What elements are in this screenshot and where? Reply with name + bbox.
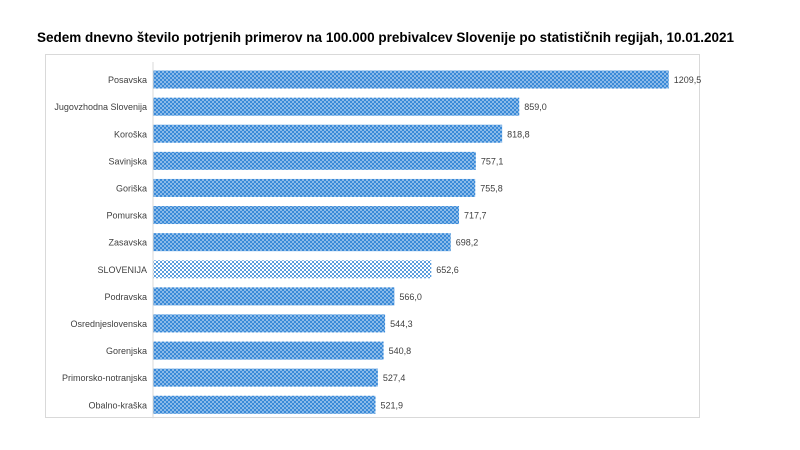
category-label: Gorenjska <box>106 346 147 356</box>
value-label: 698,2 <box>456 238 479 248</box>
bar <box>153 233 451 252</box>
category-label: Koroška <box>114 129 147 139</box>
value-label: 1209,5 <box>674 75 701 85</box>
bar <box>153 341 384 360</box>
category-label: Goriška <box>116 183 147 193</box>
value-label: 859,0 <box>524 102 547 112</box>
bar-highlight <box>153 260 432 279</box>
value-label: 755,8 <box>480 183 503 193</box>
chart-title: Sedem dnevno število potrjenih primerov … <box>37 30 735 45</box>
value-label: 652,6 <box>436 265 459 275</box>
value-label: 540,8 <box>389 346 412 356</box>
category-label: SLOVENIJA <box>97 265 147 275</box>
bar <box>153 124 503 143</box>
bar <box>153 206 460 225</box>
value-label: 818,8 <box>507 129 530 139</box>
bar <box>153 314 386 333</box>
bar <box>153 97 520 116</box>
bar <box>153 178 476 197</box>
category-label: Pomurska <box>106 211 147 221</box>
bar <box>153 395 376 414</box>
bar-chart: Posavska 1209,5 Jugovzhodna Slovenija 859,0… <box>54 62 701 419</box>
value-label: 566,0 <box>399 292 422 302</box>
value-label: 521,9 <box>381 400 404 410</box>
value-label: 757,1 <box>481 156 504 166</box>
bar <box>153 368 378 387</box>
value-label: 527,4 <box>383 373 406 383</box>
category-label: Osrednjeslovenska <box>70 319 147 329</box>
category-label: Posavska <box>108 75 147 85</box>
category-label: Savinjska <box>108 156 147 166</box>
category-label: Jugovzhodna Slovenija <box>54 102 147 112</box>
plot-area: Posavska 1209,5 Jugovzhodna Slovenija 859,0… <box>45 54 701 419</box>
category-label: Podravska <box>104 292 147 302</box>
category-label: Primorsko-notranjska <box>62 373 147 383</box>
bar <box>153 287 395 306</box>
category-label: Zasavska <box>108 238 147 248</box>
value-label: 544,3 <box>390 319 413 329</box>
value-label: 717,7 <box>464 211 487 221</box>
category-label: Obalno-kraška <box>88 400 147 410</box>
bar <box>153 70 669 89</box>
bar <box>153 151 476 170</box>
